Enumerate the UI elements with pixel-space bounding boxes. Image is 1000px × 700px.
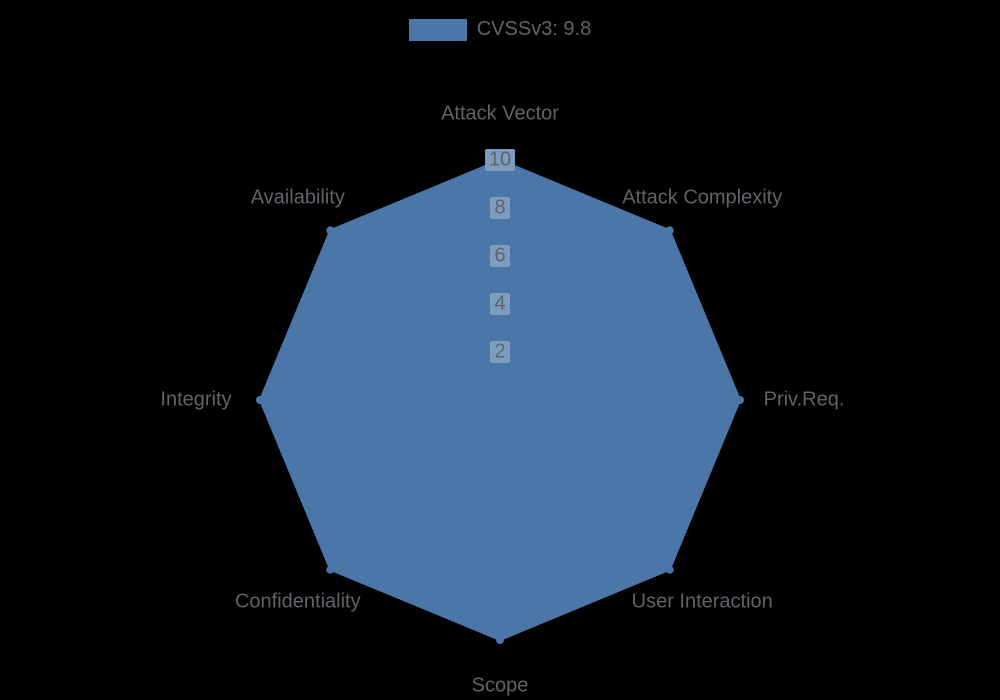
tick-label: 2 [494, 341, 505, 364]
axis-label: Attack Complexity [622, 186, 782, 209]
chart-container: { "radar_chart": { "type": "radar", "leg… [0, 0, 1000, 700]
axis-label: User Interaction [632, 591, 773, 614]
tick-label: 6 [494, 245, 505, 268]
tick-label: 8 [494, 197, 505, 220]
tick-label: 4 [494, 293, 505, 316]
axis-label: Integrity [160, 389, 231, 412]
data-point [666, 566, 674, 574]
axis-label: Priv.Req. [764, 389, 845, 412]
data-point [496, 636, 504, 644]
data-point [736, 396, 744, 404]
axis-label: Availability [251, 186, 345, 209]
data-point [326, 226, 334, 234]
tick-label: 10 [489, 149, 511, 172]
axis-label: Scope [472, 675, 529, 698]
axis-label: Confidentiality [235, 591, 361, 614]
data-point [326, 566, 334, 574]
data-point [256, 396, 264, 404]
axis-label: Attack Vector [441, 103, 559, 126]
data-point [666, 226, 674, 234]
